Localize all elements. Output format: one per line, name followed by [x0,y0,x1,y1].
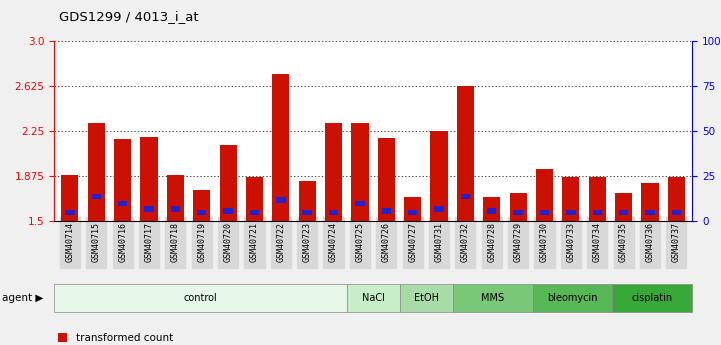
Bar [325,123,342,221]
Text: MMS: MMS [481,293,504,303]
Bar [540,210,549,215]
Bar [619,210,628,215]
Text: control: control [183,293,217,303]
Bar [404,197,421,221]
Bar [61,175,79,221]
Bar [65,210,74,215]
Bar [510,193,527,221]
Bar [298,181,316,221]
Bar [457,86,474,221]
Bar [246,177,263,221]
Bar [381,208,391,214]
Bar [171,206,180,212]
Bar [513,210,523,215]
Bar [144,206,154,212]
Text: NaCl: NaCl [362,293,384,303]
Text: EtOH: EtOH [414,293,439,303]
Bar [461,194,470,199]
Bar [615,193,632,221]
Bar [303,210,312,215]
Bar [118,201,128,206]
Bar [193,190,211,221]
Text: GDS1299 / 4013_i_at: GDS1299 / 4013_i_at [59,10,199,23]
Text: cisplatin: cisplatin [632,293,673,303]
Bar [434,206,443,212]
Bar [167,175,184,221]
Bar [378,138,395,221]
Bar [276,197,286,203]
Bar [593,210,602,215]
Bar [430,131,448,221]
Bar [483,197,500,221]
Bar [249,210,259,215]
Bar [219,146,236,221]
Bar [355,201,365,206]
Text: bleomycin: bleomycin [547,293,598,303]
Bar [141,137,158,221]
Bar [562,177,580,221]
Bar [566,210,575,215]
Text: agent ▶: agent ▶ [2,293,43,303]
Bar [642,183,658,221]
Bar [88,123,105,221]
Bar [114,139,131,221]
Bar [672,210,681,215]
Bar [536,169,553,221]
Bar [645,210,655,215]
Bar [487,208,497,214]
Bar [273,74,289,221]
Bar [408,210,417,215]
Bar [197,210,206,215]
Bar [668,177,685,221]
Bar [351,123,368,221]
Bar [588,177,606,221]
Text: transformed count: transformed count [76,333,173,343]
Bar [329,210,338,215]
Bar [92,194,101,199]
Bar [224,208,233,214]
